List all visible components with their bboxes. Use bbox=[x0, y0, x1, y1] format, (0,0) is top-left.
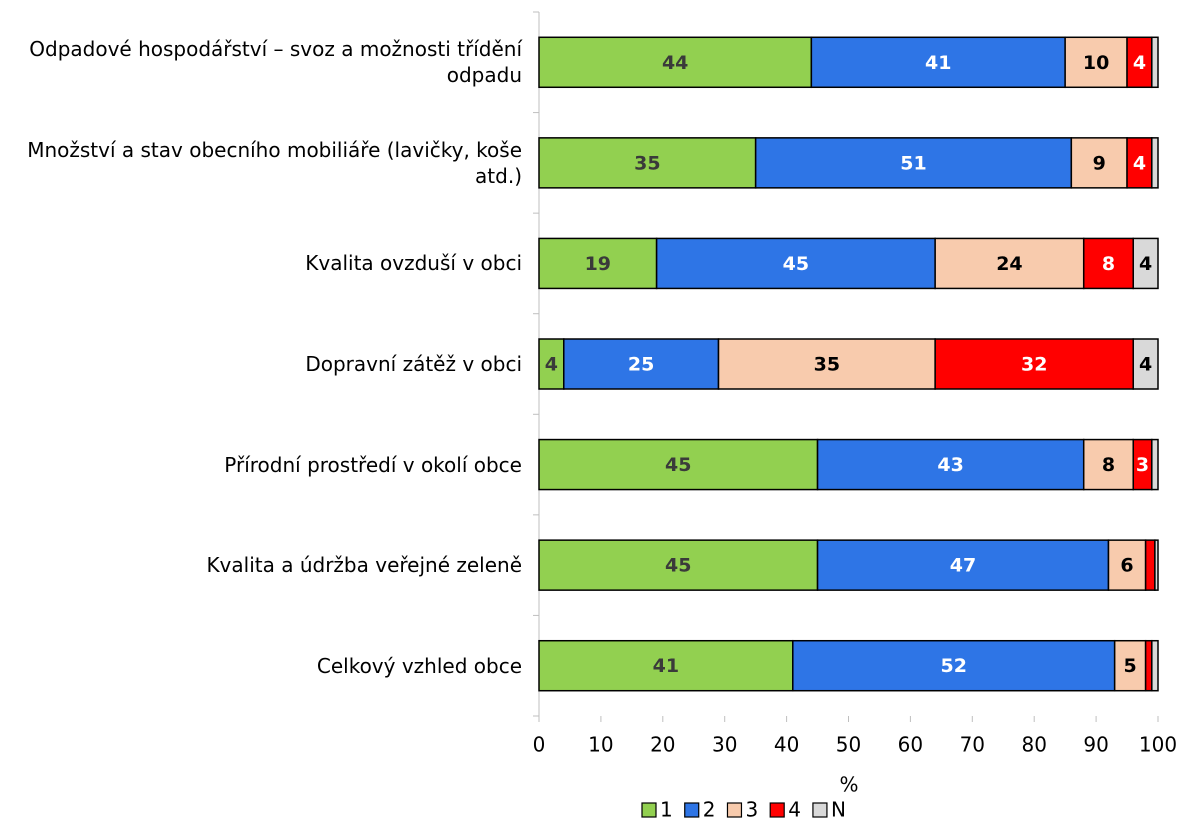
bar-segment bbox=[1132, 237, 1159, 290]
category-label: Množství a stav obecního mobiliáře (lavi… bbox=[27, 137, 522, 188]
bar-segment bbox=[816, 438, 1085, 491]
data-label: 9 bbox=[1093, 152, 1106, 174]
legend-swatch bbox=[641, 802, 657, 818]
data-label: 52 bbox=[941, 655, 967, 677]
x-tick-label: 50 bbox=[836, 733, 861, 757]
x-tick-label: 40 bbox=[774, 733, 799, 757]
data-label: 35 bbox=[634, 152, 660, 174]
data-label: 8 bbox=[1102, 454, 1115, 476]
bar-segment bbox=[538, 539, 819, 591]
category-label: Kvalita a údržba veřejné zeleně bbox=[206, 553, 522, 578]
bar-segment bbox=[538, 438, 819, 491]
x-tick-label: 60 bbox=[898, 733, 923, 757]
data-label: 6 bbox=[1120, 555, 1133, 577]
x-tick-label: 90 bbox=[1083, 733, 1108, 757]
x-tick-label: 0 bbox=[533, 733, 546, 757]
legend-swatch bbox=[684, 802, 700, 818]
bar-segment bbox=[792, 639, 1116, 692]
x-tick-label: 80 bbox=[1021, 733, 1046, 757]
legend-swatch bbox=[769, 802, 785, 818]
data-label: 8 bbox=[1102, 253, 1115, 275]
data-label: 3 bbox=[1136, 454, 1149, 476]
bar-segment bbox=[1082, 438, 1134, 491]
bar-segment bbox=[754, 137, 1073, 189]
data-label: 4 bbox=[1133, 52, 1146, 74]
bar-segment bbox=[1151, 639, 1159, 692]
legend-label: 1 bbox=[660, 798, 673, 822]
bar-segment bbox=[717, 338, 936, 390]
bar-segment bbox=[538, 338, 565, 390]
data-label: 10 bbox=[1083, 52, 1109, 74]
data-label: 4 bbox=[545, 354, 558, 376]
category-label: Odpadové hospodářství – svoz a možnosti … bbox=[29, 37, 522, 88]
data-label: 44 bbox=[662, 52, 688, 74]
bar-segment bbox=[538, 36, 813, 89]
legend-label: 4 bbox=[788, 798, 801, 822]
data-label: 45 bbox=[665, 454, 691, 476]
data-label: 24 bbox=[996, 253, 1022, 275]
data-label: 5 bbox=[1124, 655, 1137, 677]
bar-segment bbox=[810, 36, 1066, 89]
legend-label: 2 bbox=[703, 798, 716, 822]
data-label: 41 bbox=[925, 52, 951, 74]
bar-segment bbox=[1144, 539, 1156, 591]
data-label: 32 bbox=[1021, 354, 1047, 376]
data-label: 43 bbox=[937, 454, 963, 476]
legend-swatch bbox=[726, 802, 743, 818]
bar-segment bbox=[934, 338, 1134, 390]
data-label: 4 bbox=[1133, 152, 1146, 174]
category-label: Přírodní prostředí v okolí obce bbox=[224, 452, 522, 477]
bar-segment bbox=[1107, 539, 1147, 591]
x-tick-label: 20 bbox=[650, 733, 675, 757]
data-label: 51 bbox=[900, 152, 926, 174]
bar-segment bbox=[934, 237, 1085, 290]
bar-segment bbox=[1144, 639, 1153, 692]
bar-segment bbox=[538, 639, 794, 692]
x-tick-label: 10 bbox=[588, 733, 613, 757]
bar-segment bbox=[1151, 137, 1159, 189]
legend-swatch bbox=[812, 802, 828, 818]
bar-segment bbox=[816, 539, 1110, 591]
bar-segment bbox=[1126, 137, 1153, 189]
bar-segment bbox=[655, 237, 936, 290]
legend-label: N bbox=[831, 798, 846, 822]
x-tick-label: 30 bbox=[712, 733, 737, 757]
data-label: 47 bbox=[950, 555, 976, 577]
bar-segment bbox=[1151, 36, 1159, 89]
x-tick-label: 70 bbox=[960, 733, 985, 757]
bar-segment bbox=[1064, 36, 1128, 89]
category-label: Celkový vzhled obce bbox=[316, 653, 522, 678]
data-label: 25 bbox=[628, 354, 654, 376]
data-label: 45 bbox=[665, 555, 691, 577]
category-label: Dopravní zátěž v obci bbox=[305, 352, 522, 376]
data-label: 35 bbox=[814, 354, 840, 376]
bar-segment bbox=[1151, 438, 1159, 491]
data-label: 41 bbox=[653, 655, 679, 677]
data-label: 4 bbox=[1139, 354, 1152, 376]
x-tick-label: 100 bbox=[1139, 733, 1177, 757]
x-axis-label: % bbox=[839, 773, 858, 797]
bar-segment bbox=[1154, 539, 1159, 591]
legend-label: 3 bbox=[745, 798, 758, 822]
data-label: 19 bbox=[585, 253, 611, 275]
category-label: Kvalita ovzduší v obci bbox=[305, 251, 522, 276]
data-label: 45 bbox=[783, 253, 809, 275]
data-label: 4 bbox=[1139, 253, 1152, 275]
bar-segment bbox=[1132, 338, 1159, 390]
